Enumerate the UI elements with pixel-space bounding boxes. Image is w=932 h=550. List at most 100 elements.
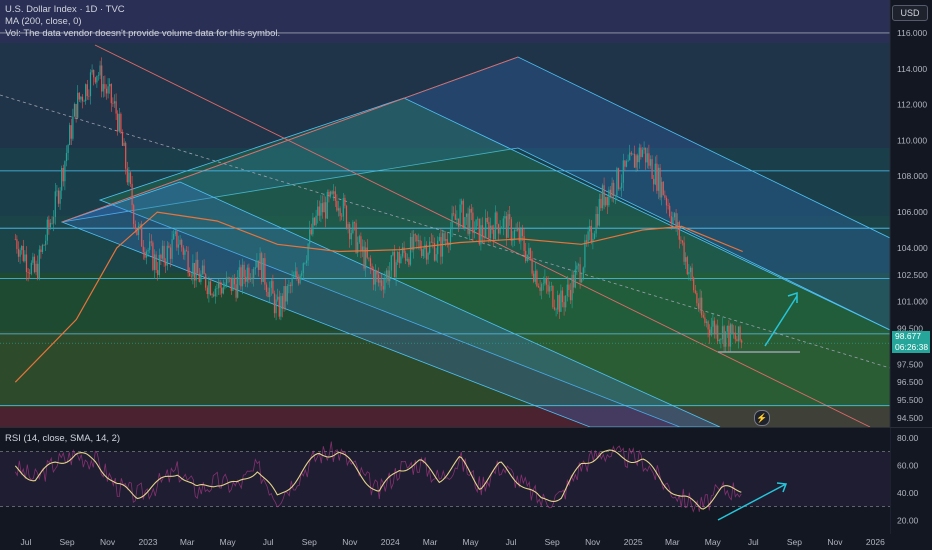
candle-body [601,185,604,209]
candle-body [344,197,346,206]
up-arrow-main[interactable] [764,295,798,347]
candle-body [352,222,354,234]
candle-body [662,181,664,196]
candle-body [230,277,232,291]
candle-body [120,113,122,133]
candle-body [238,267,240,277]
candle-body [421,248,423,257]
candle-body [189,272,191,276]
candle-body [259,253,261,270]
candle-body [125,142,127,169]
candle-body [728,325,730,347]
candle-body [317,206,319,216]
candle-body [416,235,418,242]
candle-body [725,331,727,347]
symbol-title[interactable]: U.S. Dollar Index · 1D · TVC [5,4,125,15]
currency-button[interactable]: USD [892,5,928,21]
candle-body [206,287,208,295]
candle-body [563,302,565,308]
time-tick-18: Jul [748,537,759,547]
candle-body [470,208,472,213]
ma-legend[interactable]: MA (200, close, 0) [5,16,82,27]
candle-body [62,167,64,182]
candle-body [422,249,424,257]
candle-body [669,205,671,216]
candle-body [291,277,293,287]
candle-body [341,215,343,217]
rsi-up-arrow[interactable] [717,483,787,521]
candle-body [107,86,109,94]
candle-body [513,229,516,240]
candle-body [72,116,74,139]
candle-body [646,153,648,163]
price-level-lines[interactable] [0,32,890,406]
price-axis[interactable] [890,0,932,550]
time-axis-ticks: Jul Sep Nov 2023 Mar May Jul Sep Nov 2024 Mar May Ju… [20,537,885,547]
candle-body [718,340,720,342]
candle-body [683,242,685,262]
candle-body [593,233,596,239]
candle-body [438,237,440,241]
candle-body [611,182,613,196]
candle-body [571,274,573,301]
candle-body [717,325,719,342]
time-tick-6: Jul [263,537,274,547]
uptrend-line-red[interactable] [61,56,519,223]
lightning-icon[interactable]: ⚡ [754,410,770,426]
candle-body [557,295,559,310]
candle-body [491,225,493,230]
candle-body [211,294,213,296]
candle-body [83,101,85,102]
candle-body [685,257,687,262]
candle-body [440,237,442,257]
candle-body [91,70,93,73]
candle-body [96,75,98,83]
dashed-median-line[interactable] [0,94,891,369]
candle-body [145,251,148,258]
candle-body [85,84,87,102]
candle-body [309,229,311,244]
candle-body [448,244,450,246]
candle-body [99,65,101,76]
candle-body [27,271,29,273]
candle-body [705,321,708,323]
candle-body [694,290,696,294]
candle-body [469,208,471,234]
candle-body [342,197,344,217]
candle-body [385,270,388,279]
rsi-legend[interactable]: RSI (14, close, SMA, 14, 2) [5,433,121,444]
price-tick-1: 114.000 [897,64,927,74]
candle-body [81,96,84,102]
candle-body [688,272,690,275]
time-tick-19: Sep [787,537,802,547]
candle-body [520,228,522,242]
candle-body [318,206,320,216]
candle-body [315,215,317,226]
candle-body [363,246,365,269]
candle-body [592,238,594,242]
candle-body [445,239,447,241]
candle-body [536,270,538,287]
candle-body [707,321,709,330]
candle-body [573,274,575,288]
candlestick-series [14,57,743,353]
candle-body [501,228,503,229]
time-tick-20: Nov [827,537,843,547]
candle-body [129,172,132,184]
candle-body [709,329,711,336]
candle-body [376,271,378,275]
candle-body [667,205,669,206]
candle-body [459,204,461,227]
candle-body [568,284,570,290]
drawing-channels[interactable] [0,44,891,431]
candle-body [558,295,560,312]
bar-countdown: 06:26:38 [895,341,929,352]
candle-body [131,183,133,206]
rsi-pane[interactable] [0,427,890,534]
candle-body [417,240,420,242]
candle-body [555,309,557,311]
time-axis[interactable] [0,534,932,550]
candle-body [139,224,141,227]
ma200-line [14,211,743,383]
